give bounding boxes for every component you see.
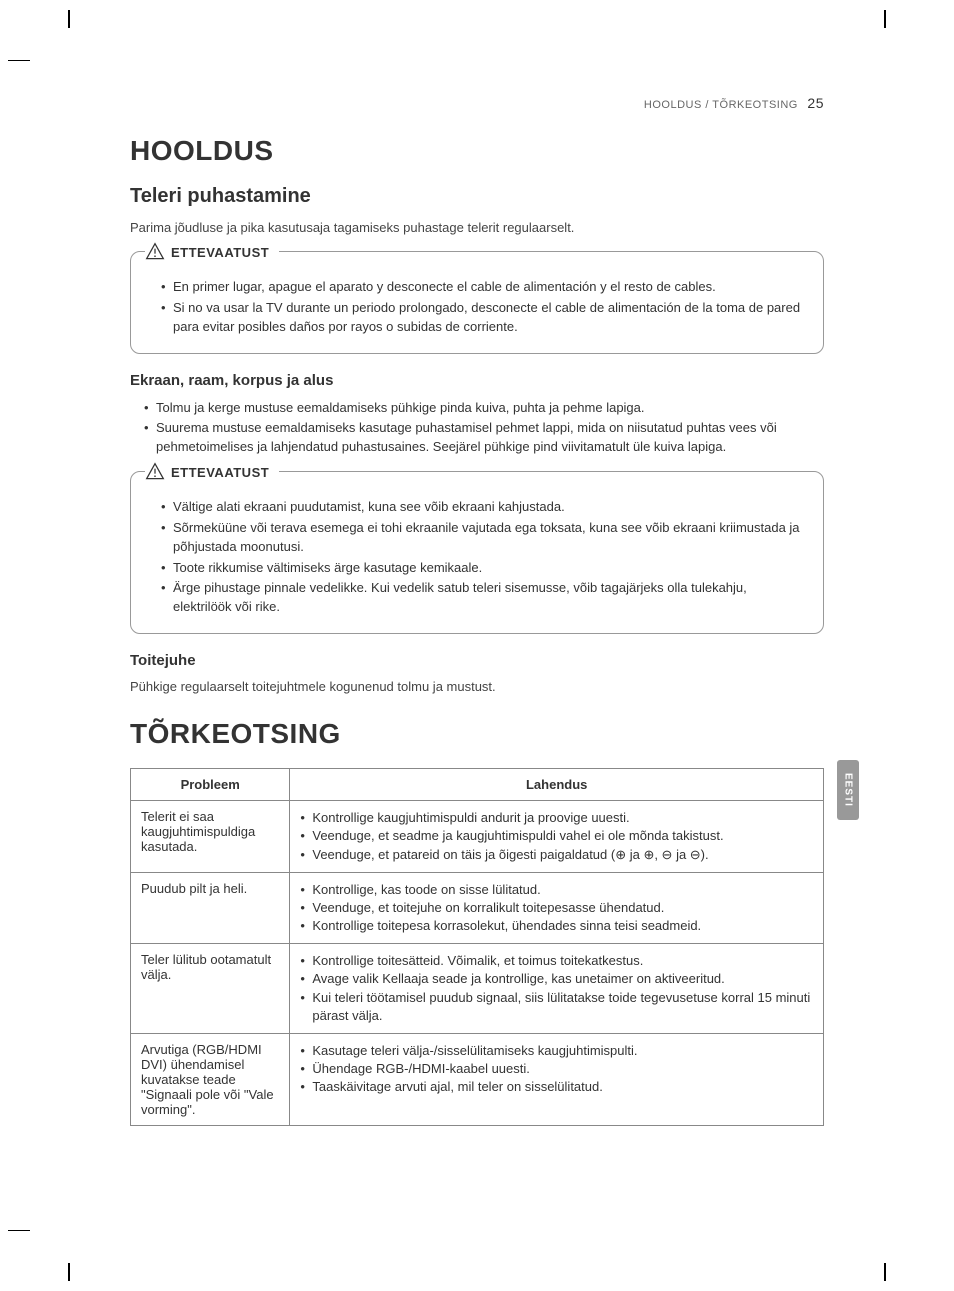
list-item: Veenduge, et toitejuhe on korralikult to… <box>300 899 813 917</box>
td-problem: Telerit ei saa kaugjuhtimispuldiga kasut… <box>131 801 290 873</box>
warning-icon <box>145 462 165 482</box>
list-item: Kontrollige toitesätteid. Võimalik, et t… <box>300 952 813 970</box>
sidetab-label: EESTI <box>843 773 854 807</box>
list-item: Kontrollige, kas toode on sisse lülitatu… <box>300 881 813 899</box>
th-solution: Lahendus <box>290 769 824 801</box>
td-solution: Kontrollige kaugjuhtimispuldi andurit ja… <box>290 801 824 873</box>
caution-label-text: ETTEVAATUST <box>171 245 269 260</box>
td-solution: Kasutage teleri välja-/sisselülitamiseks… <box>290 1034 824 1126</box>
subsection-cord: Toitejuhe <box>130 652 824 669</box>
list-item: Si no va usar la TV durante un periodo p… <box>161 299 807 337</box>
list-item: Kui teleri töötamisel puudub signaal, si… <box>300 989 813 1025</box>
crop-mark <box>884 1263 886 1281</box>
td-problem: Arvutiga (RGB/HDMI DVI) ühendamisel kuva… <box>131 1034 290 1126</box>
cord-text: Pühkige regulaarselt toitejuhtmele kogun… <box>130 679 824 694</box>
caution2-list: Vältige alati ekraani puudutamist, kuna … <box>147 498 807 617</box>
page-number: 25 <box>807 95 824 111</box>
td-solution: Kontrollige toitesätteid. Võimalik, et t… <box>290 944 824 1034</box>
list-item: Suurema mustuse eemaldamiseks kasutage p… <box>144 419 824 457</box>
caution-label: ETTEVAATUST <box>145 242 279 262</box>
warning-icon <box>145 242 165 262</box>
header-breadcrumb: HOOLDUS / TÕRKEOTSING 25 <box>130 95 824 111</box>
td-problem: Puudub pilt ja heli. <box>131 872 290 944</box>
td-solution: Kontrollige, kas toode on sisse lülitatu… <box>290 872 824 944</box>
list-item: Avage valik Kellaaja seade ja kontrollig… <box>300 970 813 988</box>
table-row: Arvutiga (RGB/HDMI DVI) ühendamisel kuva… <box>131 1034 824 1126</box>
crop-mark <box>8 1230 30 1231</box>
list-item: Kasutage teleri välja-/sisselülitamiseks… <box>300 1042 813 1060</box>
th-problem: Probleem <box>131 769 290 801</box>
list-item: En primer lugar, apague el aparato y des… <box>161 278 807 297</box>
screen-list: Tolmu ja kerge mustuse eemaldamiseks püh… <box>130 399 824 458</box>
section-title-hooldus: HOOLDUS <box>130 135 824 167</box>
list-item: Ärge pihustage pinnale vedelikke. Kui ve… <box>161 579 807 617</box>
caution-label: ETTEVAATUST <box>145 462 279 482</box>
table-row: Puudub pilt ja heli. Kontrollige, kas to… <box>131 872 824 944</box>
crop-mark <box>68 1263 70 1281</box>
list-item: Sõrmeküüne või terava esemega ei tohi ek… <box>161 519 807 557</box>
table-row: Telerit ei saa kaugjuhtimispuldiga kasut… <box>131 801 824 873</box>
troubleshoot-table: Probleem Lahendus Telerit ei saa kaugjuh… <box>130 768 824 1126</box>
list-item: Taaskäivitage arvuti ajal, mil teler on … <box>300 1078 813 1096</box>
caution-box-2: ETTEVAATUST Vältige alati ekraani puudut… <box>130 471 824 634</box>
list-item: Vältige alati ekraani puudutamist, kuna … <box>161 498 807 517</box>
td-problem: Teler lülitub ootamatult välja. <box>131 944 290 1034</box>
list-item: Toote rikkumise vältimiseks ärge kasutag… <box>161 559 807 578</box>
language-side-tab: EESTI <box>837 760 859 820</box>
list-item: Kontrollige kaugjuhtimispuldi andurit ja… <box>300 809 813 827</box>
subsection-title-cleaning: Teleri puhastamine <box>130 185 824 208</box>
list-item: Veenduge, et seadme ja kaugjuhtimispuldi… <box>300 827 813 845</box>
section-title-troubleshooting: TÕRKEOTSING <box>130 718 824 750</box>
table-row: Teler lülitub ootamatult välja. Kontroll… <box>131 944 824 1034</box>
breadcrumb-text: HOOLDUS / TÕRKEOTSING <box>644 99 798 111</box>
list-item: Tolmu ja kerge mustuse eemaldamiseks püh… <box>144 399 824 418</box>
list-item: Ühendage RGB-/HDMI-kaabel uuesti. <box>300 1060 813 1078</box>
list-item: Kontrollige toitepesa korrasolekut, ühen… <box>300 917 813 935</box>
caution-label-text: ETTEVAATUST <box>171 465 269 480</box>
caution-box-1: ETTEVAATUST En primer lugar, apague el a… <box>130 251 824 354</box>
list-item: Veenduge, et patareid on täis ja õigesti… <box>300 846 813 864</box>
page-body: HOOLDUS / TÕRKEOTSING 25 HOOLDUS Teleri … <box>0 0 954 1186</box>
intro-text: Parima jõudluse ja pika kasutusaja tagam… <box>130 220 824 235</box>
subsection-screen: Ekraan, raam, korpus ja alus <box>130 372 824 389</box>
caution1-list: En primer lugar, apague el aparato y des… <box>147 278 807 337</box>
